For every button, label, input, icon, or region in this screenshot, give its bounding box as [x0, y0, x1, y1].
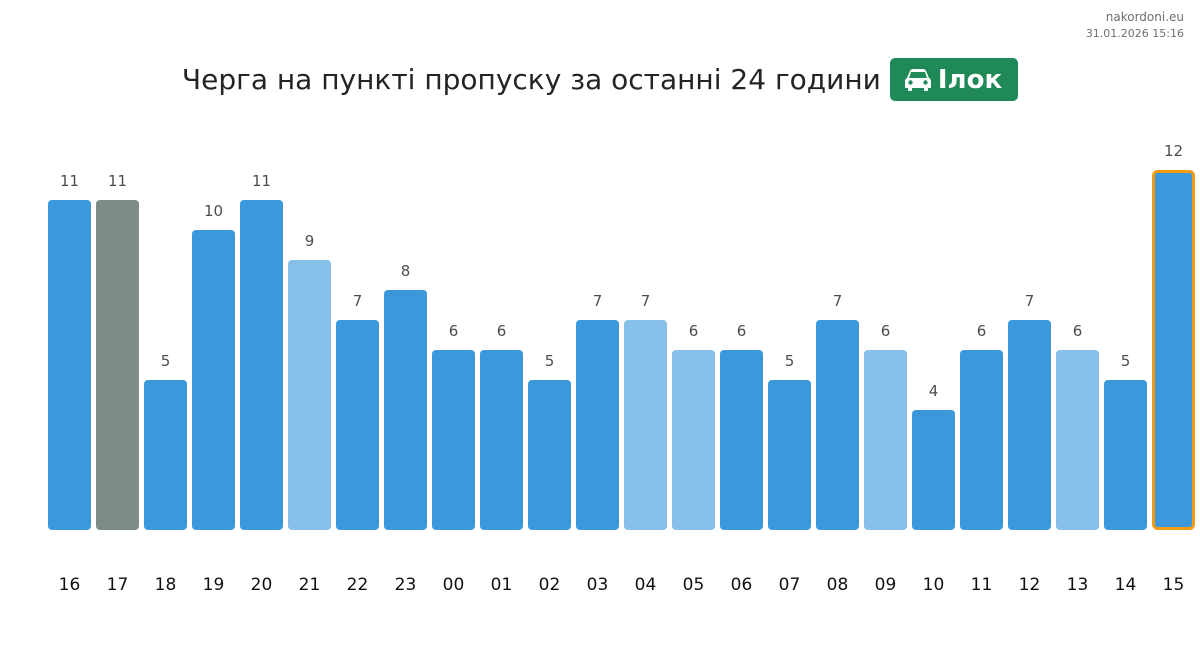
bar-16: [48, 200, 91, 530]
bar-21: [288, 260, 331, 530]
x-tick-label-02: 02: [539, 575, 561, 595]
bar-05: [672, 350, 715, 530]
value-label-15: 12: [1164, 142, 1183, 160]
bar-22: [336, 320, 379, 530]
bar-20: [240, 200, 283, 530]
bar-02: [528, 380, 571, 530]
bar-12: [1008, 320, 1051, 530]
value-label-16: 11: [60, 172, 79, 190]
source-label: nakordoni.eu: [1105, 10, 1184, 24]
bar-06: [720, 350, 763, 530]
value-label-05: 6: [689, 322, 699, 340]
value-label-04: 7: [641, 292, 651, 310]
bar-09: [864, 350, 907, 530]
car-icon: [904, 68, 932, 92]
x-tick-label-20: 20: [251, 575, 273, 595]
bar-15: [1152, 170, 1195, 530]
value-label-03: 7: [593, 292, 603, 310]
value-label-17: 11: [108, 172, 127, 190]
value-label-11: 6: [977, 322, 987, 340]
value-label-21: 9: [305, 232, 315, 250]
x-tick-label-14: 14: [1115, 575, 1137, 595]
value-label-14: 5: [1121, 352, 1131, 370]
x-tick-label-03: 03: [587, 575, 609, 595]
checkpoint-label: Ілок: [937, 64, 1003, 95]
bar-13: [1056, 350, 1099, 530]
value-label-00: 6: [449, 322, 459, 340]
title-row: Черга на пункті пропуску за останні 24 г…: [0, 58, 1200, 101]
x-tick-label-16: 16: [59, 575, 81, 595]
x-tick-label-04: 04: [635, 575, 657, 595]
x-tick-label-12: 12: [1019, 575, 1041, 595]
x-tick-label-08: 08: [827, 575, 849, 595]
bar-03: [576, 320, 619, 530]
bar-01: [480, 350, 523, 530]
x-tick-label-23: 23: [395, 575, 417, 595]
bar-11: [960, 350, 1003, 530]
bar-18: [144, 380, 187, 530]
value-label-12: 7: [1025, 292, 1035, 310]
x-tick-label-15: 15: [1163, 575, 1185, 595]
bar-10: [912, 410, 955, 530]
bar-17: [96, 200, 139, 530]
x-tick-label-06: 06: [731, 575, 753, 595]
x-tick-label-01: 01: [491, 575, 513, 595]
x-tick-label-11: 11: [971, 575, 993, 595]
x-tick-label-13: 13: [1067, 575, 1089, 595]
x-tick-label-22: 22: [347, 575, 369, 595]
value-label-23: 8: [401, 262, 411, 280]
checkpoint-badge: Ілок: [889, 58, 1019, 101]
value-label-08: 7: [833, 292, 843, 310]
x-tick-label-07: 07: [779, 575, 801, 595]
bar-14: [1104, 380, 1147, 530]
x-tick-label-09: 09: [875, 575, 897, 595]
bar-08: [816, 320, 859, 530]
value-label-09: 6: [881, 322, 891, 340]
value-label-02: 5: [545, 352, 555, 370]
bar-07: [768, 380, 811, 530]
timestamp: 31.01.2026 15:16: [1085, 27, 1184, 40]
x-tick-label-17: 17: [107, 575, 129, 595]
bar-00: [432, 350, 475, 530]
x-tick-label-05: 05: [683, 575, 705, 595]
value-label-22: 7: [353, 292, 363, 310]
value-label-10: 4: [929, 382, 939, 400]
page-title: Черга на пункті пропуску за останні 24 г…: [181, 63, 881, 96]
x-tick-label-10: 10: [923, 575, 945, 595]
x-tick-label-19: 19: [203, 575, 225, 595]
bar-19: [192, 230, 235, 530]
bar-04: [624, 320, 667, 530]
x-tick-label-21: 21: [299, 575, 321, 595]
value-label-06: 6: [737, 322, 747, 340]
value-label-01: 6: [497, 322, 507, 340]
value-label-20: 11: [252, 172, 271, 190]
value-label-07: 5: [785, 352, 795, 370]
value-label-13: 6: [1073, 322, 1083, 340]
value-label-19: 10: [204, 202, 223, 220]
bar-23: [384, 290, 427, 530]
x-tick-label-18: 18: [155, 575, 177, 595]
x-tick-label-00: 00: [443, 575, 465, 595]
value-label-18: 5: [161, 352, 171, 370]
